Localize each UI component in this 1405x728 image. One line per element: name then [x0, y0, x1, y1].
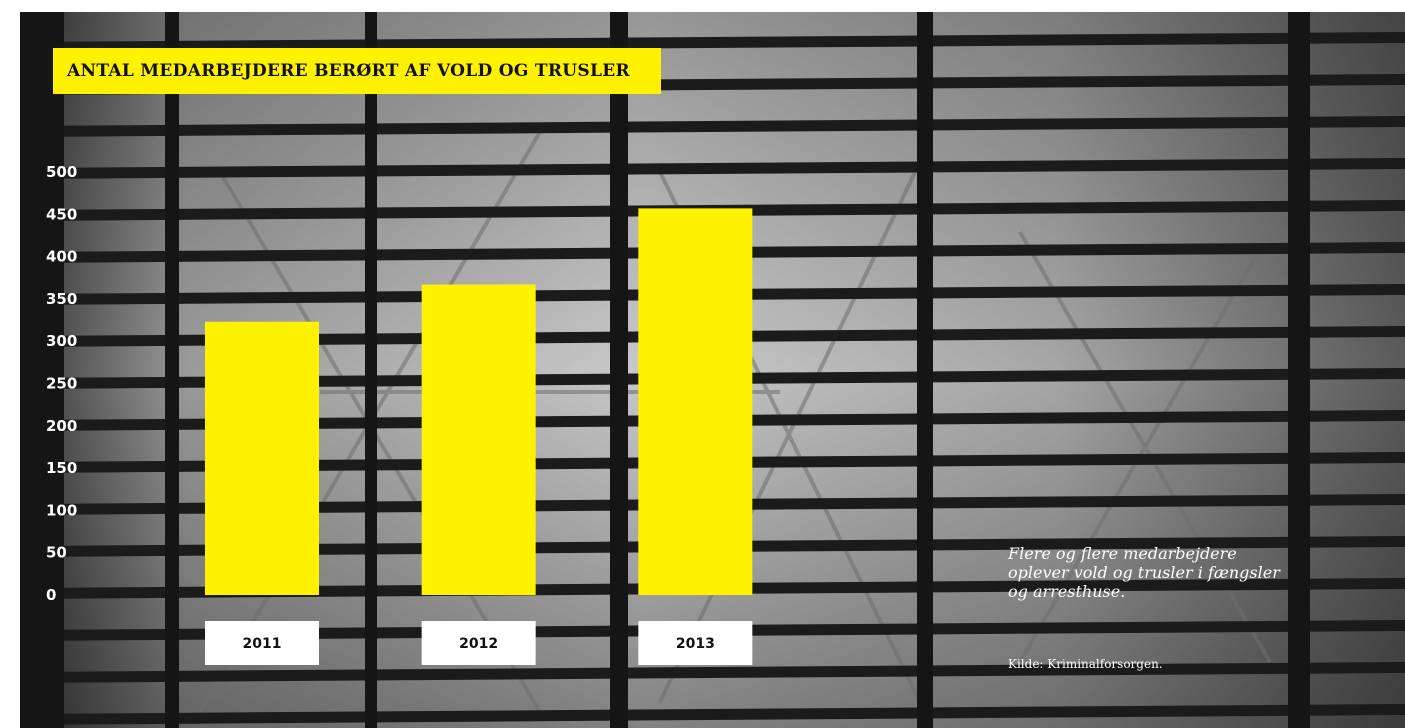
x-tick-label: 2013 [676, 636, 715, 652]
bar-2011 [205, 321, 319, 595]
category-label-box [421, 621, 536, 665]
chart-frame: ANTAL MEDARBEJDERE BERØRT AF VOLD OG TRU… [20, 12, 1405, 728]
source-note: Kilde: Kriminalforsorgen. [1008, 657, 1163, 671]
chart-annotation: Flere og flere medarbejdere oplever vold… [1008, 544, 1280, 601]
y-tick-label: 100 [46, 501, 77, 519]
chart-title: ANTAL MEDARBEJDERE BERØRT AF VOLD OG TRU… [67, 61, 630, 81]
y-tick-label: 0 [46, 586, 56, 604]
y-tick-label: 450 [46, 205, 77, 223]
category-label-box [205, 621, 319, 665]
x-tick-label: 2012 [459, 636, 498, 652]
category-label-box [638, 621, 753, 665]
y-tick-label: 300 [46, 332, 77, 350]
y-tick-label: 150 [46, 459, 77, 477]
y-tick-label: 200 [46, 417, 77, 435]
y-tick-label: 400 [46, 248, 77, 266]
y-tick-label: 50 [46, 544, 67, 562]
bar-2012 [421, 284, 536, 595]
y-axis: 0 50 100 150 200 250 300 350 400 450 500 [46, 163, 77, 604]
y-tick-label: 350 [46, 290, 77, 308]
x-axis: 2011 2012 2013 [205, 621, 753, 665]
bars [205, 208, 753, 596]
chart-title-box: ANTAL MEDARBEJDERE BERØRT AF VOLD OG TRU… [53, 48, 661, 94]
y-tick-label: 250 [46, 375, 77, 393]
bar-2013 [638, 208, 753, 596]
x-tick-label: 2011 [243, 636, 282, 652]
y-tick-label: 500 [46, 163, 77, 181]
